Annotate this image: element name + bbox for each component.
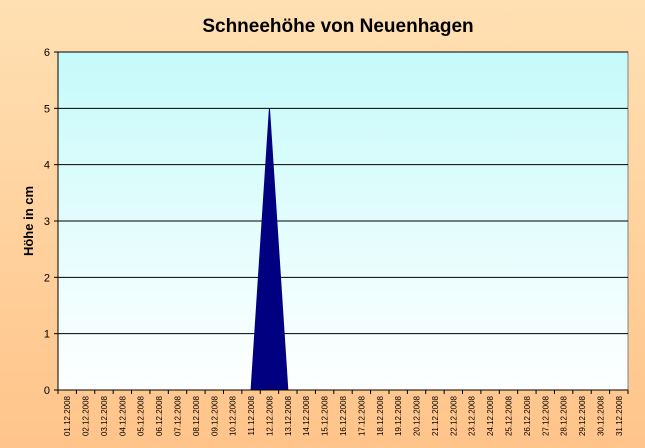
x-tick-label-26: 26.12.2008 (523, 395, 532, 436)
x-tick-label-30: 30.12.2008 (596, 395, 605, 436)
y-axis-label: Höhe in cm (21, 186, 36, 256)
x-tick-label-4: 04.12.2008 (118, 395, 127, 436)
y-tick-label-2: 2 (44, 272, 50, 284)
x-tick-label-3: 03.12.2008 (100, 395, 109, 436)
x-tick-label-5: 05.12.2008 (137, 395, 146, 436)
x-tick-label-22: 22.12.2008 (449, 395, 458, 436)
x-tick-label-20: 20.12.2008 (413, 395, 422, 436)
x-tick-label-7: 07.12.2008 (174, 395, 183, 436)
x-tick-label-25: 25.12.2008 (504, 395, 513, 436)
x-tick-label-15: 15.12.2008 (321, 395, 330, 436)
x-tick-label-9: 09.12.2008 (210, 395, 219, 436)
x-tick-label-27: 27.12.2008 (541, 395, 550, 436)
y-tick-label-4: 4 (44, 160, 50, 172)
x-tick-label-14: 14.12.2008 (302, 395, 311, 436)
x-tick-label-28: 28.12.2008 (560, 395, 569, 436)
x-tick-label-24: 24.12.2008 (486, 395, 495, 436)
x-tick-label-31: 31.12.2008 (615, 395, 624, 436)
chart-title: Schneehöhe von Neuenhagen (202, 16, 473, 37)
y-tick-label-6: 6 (44, 47, 50, 59)
x-tick-label-23: 23.12.2008 (468, 395, 477, 436)
x-tick-label-18: 18.12.2008 (376, 395, 385, 436)
x-tick-label-13: 13.12.2008 (284, 395, 293, 436)
y-tick-labels: 0 1 2 3 4 5 6 (44, 47, 50, 397)
axes (57, 52, 629, 394)
x-tick-label-29: 29.12.2008 (578, 395, 587, 436)
y-tick-label-3: 3 (44, 216, 50, 228)
y-tick-label-0: 0 (44, 385, 50, 397)
x-tick-label-16: 16.12.2008 (339, 395, 348, 436)
x-tick-label-12: 12.12.2008 (265, 395, 274, 436)
y-tick-label-1: 1 (44, 329, 50, 341)
x-tick-label-2: 02.12.2008 (82, 395, 91, 436)
x-tick-label-8: 08.12.2008 (192, 395, 201, 436)
x-tick-labels: 01.12.2008 02.12.2008 03.12.2008 04.12.2008… (63, 395, 624, 436)
x-tick-label-11: 11.12.2008 (247, 395, 256, 435)
x-tick-label-6: 06.12.2008 (155, 395, 164, 436)
x-tick-label-21: 21.12.2008 (431, 395, 440, 436)
x-tick-label-19: 19.12.2008 (394, 395, 403, 436)
x-tick-label-1: 01.12.2008 (63, 395, 72, 436)
gridlines (54, 51, 628, 391)
x-tick-label-17: 17.12.2008 (357, 395, 366, 436)
y-tick-label-5: 5 (44, 103, 50, 115)
x-tick-label-10: 10.12.2008 (229, 395, 238, 436)
